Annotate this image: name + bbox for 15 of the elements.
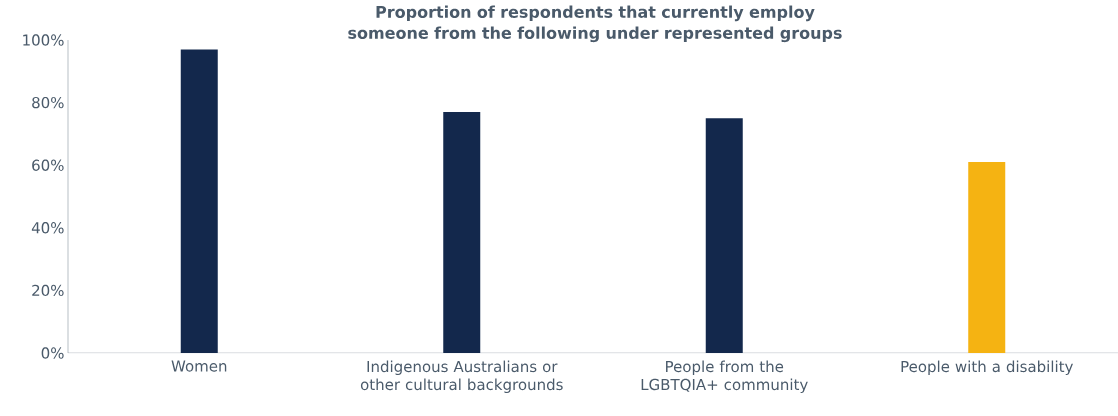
bar <box>968 162 1006 353</box>
y-tick-label: 100% <box>23 34 64 46</box>
y-tick-label: 60% <box>32 159 64 171</box>
y-tick-label: 0% <box>41 347 64 359</box>
x-tick-label: Women <box>171 360 227 372</box>
y-tick-label: 20% <box>32 284 64 297</box>
y-tick-label: 80% <box>32 96 64 109</box>
y-tick-label: 40% <box>31 222 64 234</box>
bar <box>443 111 481 353</box>
x-tick-label: People from the LGBTQIA+ community <box>641 360 808 394</box>
x-tick-label: People with a disability <box>901 360 1073 376</box>
chart-title: Proportion of respondents that currently employ someone from the following under represented groups <box>348 5 842 43</box>
x-tick-label: Indigenous Australians or other cultural backgrounds <box>360 360 563 394</box>
bar <box>705 118 743 353</box>
bar <box>180 49 218 353</box>
